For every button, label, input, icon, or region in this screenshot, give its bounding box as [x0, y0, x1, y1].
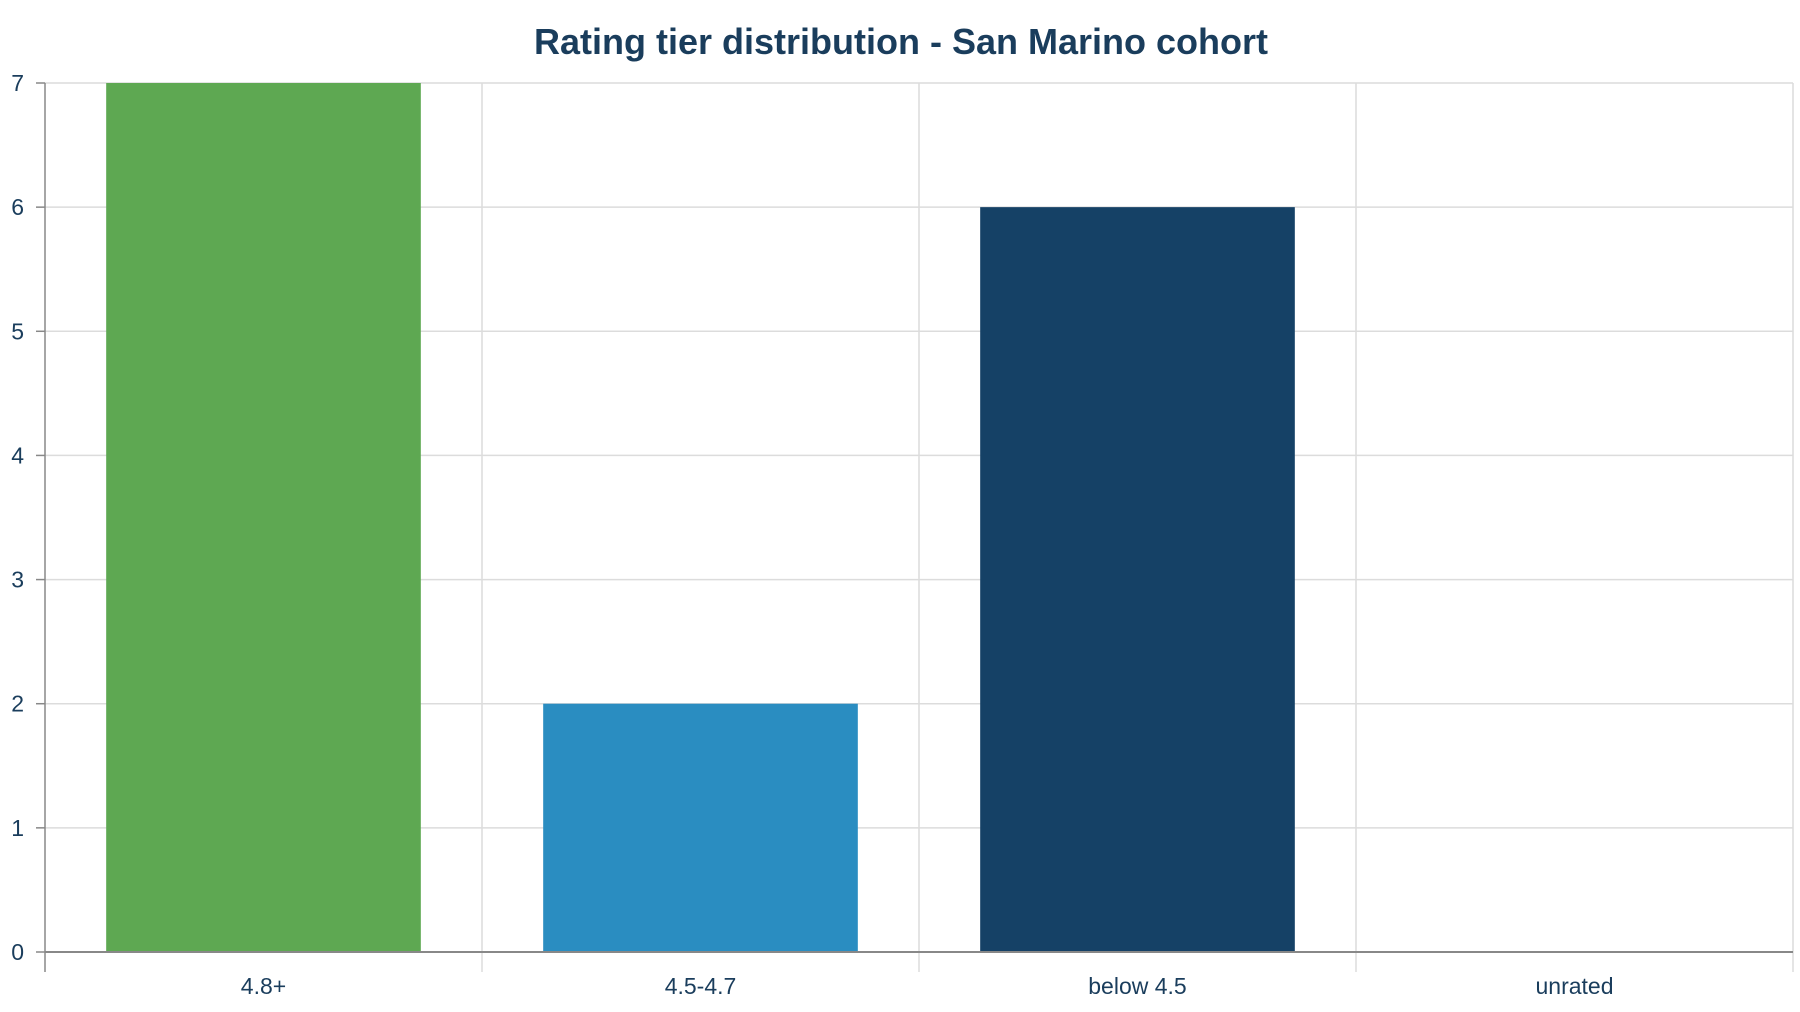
chart-title: Rating tier distribution - San Marino co…: [534, 21, 1268, 62]
y-tick-label: 5: [11, 318, 24, 344]
y-tick-label: 0: [11, 939, 24, 965]
x-tick-labels: 4.8+ 4.5-4.7 below 4.5 unrated: [241, 973, 1614, 999]
y-tick-label: 6: [11, 194, 24, 220]
x-tick-label: 4.5-4.7: [665, 973, 737, 999]
y-tick-label: 3: [11, 567, 24, 593]
y-tick-label: 1: [11, 815, 24, 841]
bar-1: [106, 83, 421, 952]
bar-2: [543, 703, 858, 952]
bar-3: [980, 207, 1295, 953]
bars: [106, 83, 1295, 953]
y-tick-label: 7: [11, 70, 24, 96]
y-tick-label: 2: [11, 691, 24, 717]
x-tick-label: below 4.5: [1088, 973, 1186, 999]
y-tick-labels: 0 1 2 3 4 5 6 7: [11, 70, 24, 965]
axes: [36, 82, 1794, 972]
y-tick-label: 4: [11, 442, 24, 468]
x-tick-label: 4.8+: [241, 973, 286, 999]
x-tick-label: unrated: [1535, 973, 1613, 999]
